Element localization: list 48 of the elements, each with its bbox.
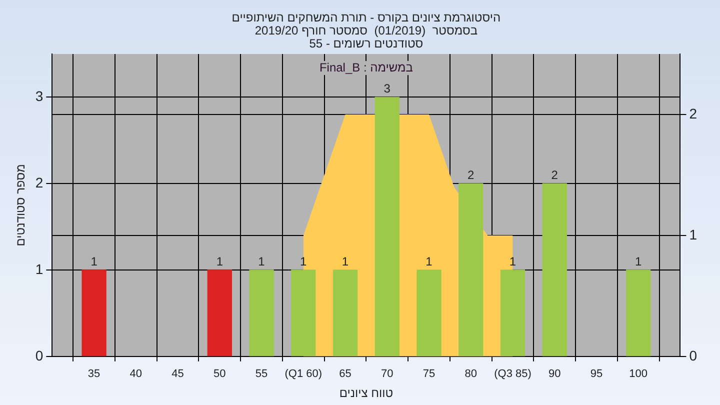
data-label: 1 — [635, 254, 642, 268]
x-tick-label: 100 — [629, 368, 648, 380]
y2-tick-label: 0 — [689, 347, 698, 364]
data-label: 1 — [342, 254, 349, 268]
x-tick-label: 50 — [214, 368, 226, 380]
y-tick-label: 3 — [35, 88, 44, 104]
y2-tick-label: 2 — [689, 105, 698, 122]
x-tick-label: 80 — [464, 368, 477, 380]
x-tick-label: (Q3 85) — [494, 368, 532, 380]
bar — [207, 270, 232, 356]
bar — [626, 270, 651, 356]
y2-tick-label: 1 — [689, 226, 698, 242]
bar — [332, 270, 358, 356]
data-label: 1 — [258, 254, 266, 268]
annotation: במשימה : Final_B — [319, 60, 413, 74]
bar — [82, 270, 106, 356]
x-tick-label: 35 — [88, 368, 100, 380]
x-tick-label: 70 — [381, 368, 394, 380]
y-tick-label: 0 — [35, 347, 44, 364]
chart-title: היסטוגרמת ציונים בקורס - תורת המשחקים השיתופיים — [232, 10, 501, 24]
data-label: 2 — [551, 168, 558, 182]
bar — [291, 270, 316, 356]
x-tick-label: 75 — [422, 368, 436, 380]
data-label: 1 — [300, 254, 308, 268]
x-tick-label: 55 — [255, 368, 268, 380]
data-label: 1 — [426, 254, 433, 268]
y-tick-label: 2 — [35, 174, 44, 190]
data-label: 1 — [90, 254, 98, 268]
data-label: 1 — [509, 254, 516, 268]
bar — [416, 270, 442, 356]
data-label: 1 — [216, 254, 224, 268]
bar — [542, 183, 567, 356]
x-tick-label: 95 — [590, 368, 603, 380]
x-tick-label: 90 — [548, 368, 561, 380]
bar — [374, 96, 400, 356]
bar — [249, 270, 274, 356]
x-tick-label: 65 — [339, 368, 352, 380]
x-axis-title: טווח ציונים — [339, 386, 394, 400]
data-label: 2 — [468, 168, 475, 182]
chart-subtitle: בסמסטר (01/2019) סמסטר חורף 2019/20 סטודנטים רשומים - 55 — [254, 23, 478, 50]
x-tick-label: 40 — [130, 368, 142, 380]
bar — [458, 183, 484, 356]
y-axis-title: מספר סטודנטים — [14, 164, 28, 246]
data-label: 3 — [384, 82, 391, 96]
bar — [500, 270, 526, 356]
x-tick-label: (Q1 60) — [284, 368, 322, 380]
x-tick-label: 45 — [172, 368, 184, 380]
y-tick-label: 1 — [35, 260, 44, 277]
